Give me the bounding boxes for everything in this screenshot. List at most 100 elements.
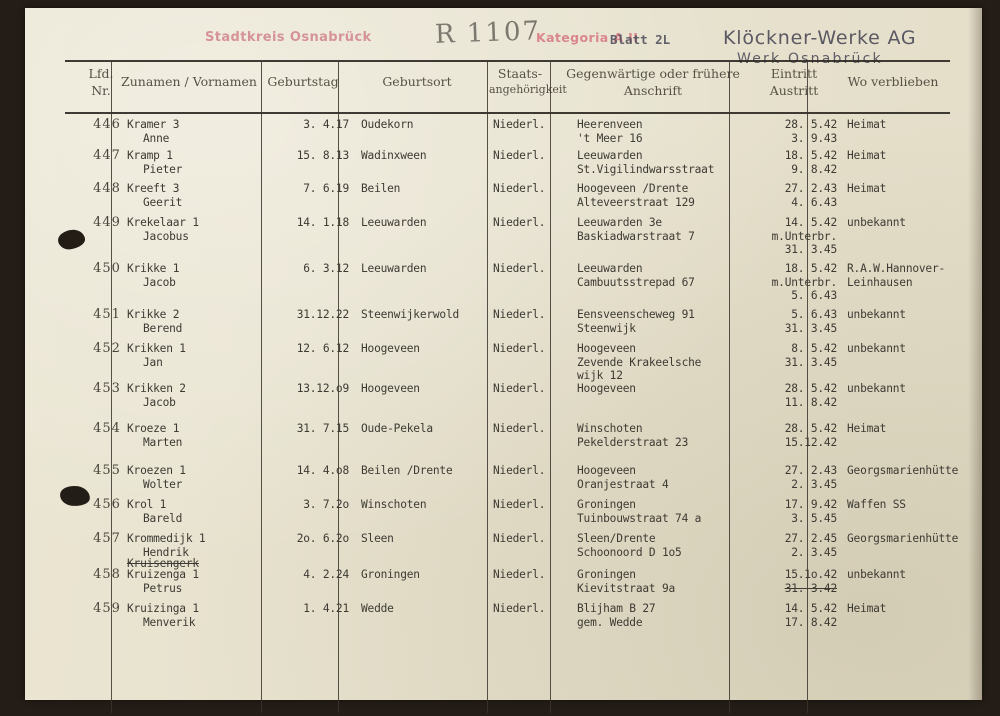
cell-entry-exit-dates: 15.1o.42 31. 3.42	[759, 568, 837, 595]
cell-whereabouts: unbekannt	[847, 342, 906, 355]
cell-forename: Jacobus	[143, 229, 189, 243]
cell-name: Krikken 2 Jacob	[127, 382, 273, 409]
cell-whereabouts: Georgsmarienhütte	[847, 464, 959, 477]
cell-forename: Petrus	[143, 581, 183, 595]
column-rule-6	[729, 62, 730, 713]
cell-number: 458	[93, 567, 121, 582]
cell-nationality: Niederl.	[493, 262, 546, 275]
cell-birthplace: Beilen	[361, 182, 401, 195]
cell-forename: Berend	[143, 321, 183, 335]
cell-surname: Krekelaar 1	[127, 216, 199, 229]
date-line: 15.1o.42	[784, 568, 837, 581]
cell-whereabouts: Heimat	[847, 118, 887, 131]
cell-nationality: Niederl.	[493, 149, 546, 162]
cell-forename: Pieter	[143, 162, 183, 176]
date-line: 31. 3.45	[784, 321, 837, 335]
cell-address: Hoogeveen Oranjestraat 4	[577, 464, 669, 491]
cell-surname: Krikken 1	[127, 342, 186, 355]
cell-name: Kreeft 3 Geerit	[127, 182, 273, 209]
cell-forename: Menverik	[143, 615, 196, 629]
company-works-location: Werk Osnabrück	[737, 51, 883, 67]
date-line: 3. 5.45	[791, 511, 837, 525]
cell-entry-exit-dates: 28. 5.42 11. 8.42	[759, 382, 837, 409]
stamp-stadtkreis: Stadtkreis Osnabrück	[205, 30, 372, 45]
column-header-name: Zunamen / Vornamen	[121, 74, 257, 89]
date-line: 28. 5.42	[784, 118, 837, 131]
cell-whereabouts: Heimat	[847, 182, 887, 195]
ink-blot	[56, 228, 87, 251]
cell-surname: Krikken 2	[127, 382, 186, 395]
date-line: 5. 6.43	[791, 308, 837, 321]
date-line: 9. 8.42	[791, 162, 837, 176]
date-line: 11. 8.42	[784, 395, 837, 409]
date-line: 14. 5.42	[784, 602, 837, 615]
cell-forename: Marten	[143, 435, 183, 449]
column-rule-3	[338, 62, 339, 713]
cell-number: 447	[93, 148, 121, 163]
cell-number: 450	[93, 261, 121, 276]
cell-nationality: Niederl.	[493, 498, 546, 511]
cell-name: Kroezen 1 Wolter	[127, 464, 273, 491]
cell-forename: Geerit	[143, 195, 183, 209]
cell-number: 448	[93, 181, 121, 196]
table-top-rule	[65, 60, 950, 62]
cell-address: Leeuwarden St.Vigilindwarsstraat	[577, 149, 715, 176]
cell-surname: Krommedijk 1	[127, 532, 206, 545]
cell-surname: Kreeft 3	[127, 182, 180, 195]
cell-birthplace: Wedde	[361, 602, 394, 615]
cell-entry-exit-dates: 17. 9.42 3. 5.45	[759, 498, 837, 525]
cell-name: Krikke 2 Berend	[127, 308, 273, 335]
cell-forename: Hendrik	[143, 545, 189, 559]
cell-whereabouts: Georgsmarienhütte	[847, 532, 959, 545]
cell-address: Hoogeveen	[577, 382, 636, 395]
cell-whereabouts: Heimat	[847, 422, 887, 435]
cell-birthday: 3. 7.2o	[303, 498, 349, 511]
cell-birthplace: Oude-Pekela	[361, 422, 433, 435]
date-line: 27. 2.43	[784, 182, 837, 195]
cell-number: 449	[93, 215, 121, 230]
column-header-entry-exit: Eintritt Austritt	[769, 66, 819, 98]
column-header-birthday: Geburtstag	[267, 74, 339, 89]
cell-entry-exit-dates: 14. 5.42 m.Unterbr. 31. 3.45	[759, 216, 838, 257]
date-line: 17. 8.42	[784, 615, 837, 629]
cell-whereabouts: unbekannt	[847, 308, 906, 321]
cell-forename: Wolter	[143, 477, 183, 491]
cell-entry-exit-dates: 18. 5.42 9. 8.42	[759, 149, 837, 176]
cell-address: Groningen Tuinbouwstraat 74 a	[577, 498, 702, 525]
cell-surname: Kruizenga 1	[127, 568, 199, 581]
cell-name: Kruisengerk Kruizenga 1 Petrus	[127, 557, 273, 595]
date-line: 2. 3.45	[791, 545, 837, 559]
cell-birthday: 12. 6.12	[296, 342, 349, 355]
cell-birthday: 4. 2.24	[303, 568, 349, 581]
cell-surname: Krol 1	[127, 498, 167, 511]
cell-name: Kramp 1 Pieter	[127, 149, 273, 176]
cell-birthplace: Oudekorn	[361, 118, 414, 131]
cell-name-struck: Kruisengerk	[127, 557, 199, 570]
cell-entry-exit-dates: 14. 5.42 17. 8.42	[759, 602, 837, 629]
stamp-kategorie: Kategoria A II	[536, 30, 639, 45]
cell-number: 452	[93, 341, 121, 356]
cell-birthday: 7. 6.19	[303, 182, 349, 195]
cell-number: 454	[93, 421, 121, 436]
cell-number: 459	[93, 601, 121, 616]
cell-nationality: Niederl.	[493, 216, 546, 229]
cell-forename: Anne	[143, 131, 170, 145]
cell-address: Winschoten Pekelderstraat 23	[577, 422, 689, 449]
cell-birthplace: Leeuwarden	[361, 262, 427, 275]
cell-entry-exit-dates: 27. 2.43 4. 6.43	[759, 182, 837, 209]
cell-address: Leeuwarden 3e Baskiadwarstraat 7	[577, 216, 695, 243]
cell-nationality: Niederl.	[493, 532, 546, 545]
cell-birthplace: Hoogeveen	[361, 342, 420, 355]
cell-name: Kroeze 1 Marten	[127, 422, 273, 449]
cell-whereabouts: unbekannt	[847, 382, 906, 395]
cell-birthplace: Steenwijkerwold	[361, 308, 460, 321]
cell-surname: Krikke 1	[127, 262, 180, 275]
date-line: 4. 6.43	[791, 195, 837, 209]
column-header-whereabouts: Wo verblieben	[847, 74, 939, 89]
cell-entry-exit-dates: 27. 2.43 2. 3.45	[759, 464, 837, 491]
cell-birthplace: Wadinxween	[361, 149, 427, 162]
cell-birthday: 31. 7.15	[296, 422, 349, 435]
cell-number: 456	[93, 497, 121, 512]
cell-surname: Kroeze 1	[127, 422, 180, 435]
cell-nationality: Niederl.	[493, 118, 546, 131]
